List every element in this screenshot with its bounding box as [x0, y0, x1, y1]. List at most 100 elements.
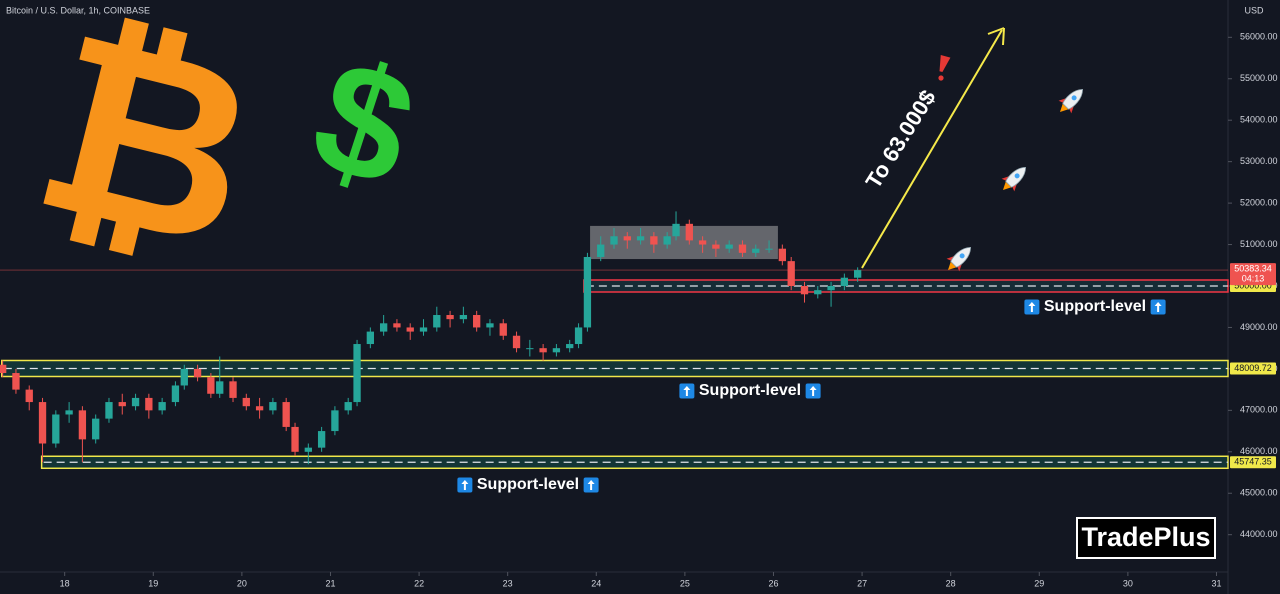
x-tick-label: 22 [414, 578, 424, 588]
candle-body [840, 277, 849, 286]
arrow-icon [679, 383, 695, 399]
candle-body [433, 315, 441, 328]
x-tick-label: 28 [946, 578, 956, 588]
target-arrow [861, 29, 1003, 269]
arrow-icon-glyph [809, 386, 817, 396]
candle-body [787, 261, 795, 286]
candle-body [698, 240, 707, 245]
candle-body [738, 244, 747, 253]
rocket-icon [1001, 166, 1027, 192]
level-price-label: 45747.35 [1234, 457, 1272, 467]
candle-body [65, 410, 73, 415]
candle-body [0, 364, 7, 374]
candle-body [344, 402, 352, 411]
candle-body [552, 348, 561, 353]
rocket-fins [1001, 175, 1018, 192]
y-tick-label: 46000.00 [1240, 446, 1278, 456]
rocket-window [1014, 173, 1020, 179]
chart-title: Bitcoin / U.S. Dollar, 1h, COINBASE [6, 5, 150, 15]
candle-body [180, 368, 188, 386]
candle-body [52, 414, 60, 444]
x-tick-label: 25 [680, 578, 690, 588]
candle-body [685, 223, 693, 241]
candle-body [419, 327, 428, 332]
candle-body [25, 389, 33, 403]
arrow-icon-glyph [1028, 302, 1036, 312]
candle-body [765, 248, 773, 250]
candle-body [269, 402, 277, 411]
rocket-window [1071, 95, 1077, 101]
candle-body [712, 244, 720, 249]
support-level-label: Support-level [477, 476, 579, 493]
candle-body [827, 286, 835, 291]
candle-body [597, 244, 605, 257]
candle-body [193, 368, 202, 378]
support-level-label: Support-level [1044, 298, 1146, 315]
support-level-label: Support-level [699, 382, 801, 399]
countdown-label: 04:13 [1242, 273, 1265, 283]
consolidation-box [590, 225, 778, 260]
level-price-tag [1230, 456, 1276, 469]
candle-body [78, 410, 87, 440]
arrow-icon-glyph [683, 386, 691, 396]
brand-label: TradePlus [1081, 522, 1210, 552]
candle-body [171, 385, 180, 403]
candle-body [38, 402, 47, 444]
y-tick-label: 44000.00 [1240, 529, 1278, 539]
x-tick-label: 20 [237, 578, 247, 588]
level-price-tag [1230, 362, 1276, 375]
candle-body [145, 397, 153, 411]
candle-body [512, 335, 521, 349]
last-price-label: 50383.34 [1234, 263, 1272, 273]
candle-body [317, 431, 326, 448]
x-tick-label: 27 [857, 578, 867, 588]
candle-body [583, 256, 592, 328]
y-tick-label: 56000.00 [1240, 32, 1278, 42]
x-tick-label: 24 [591, 578, 601, 588]
candle-body [663, 236, 671, 245]
candle-body [539, 348, 547, 353]
x-tick-label: 31 [1211, 578, 1221, 588]
rocket-fins [1058, 97, 1075, 114]
candle-body [282, 402, 290, 427]
y-tick-label: 55000.00 [1240, 73, 1278, 83]
x-tick-label: 19 [148, 578, 158, 588]
candle-body [446, 315, 454, 320]
rocket-fins [946, 255, 963, 272]
x-tick-label: 29 [1034, 578, 1044, 588]
candle-body [379, 323, 388, 332]
candle-body [216, 381, 224, 394]
y-tick-label: 53000.00 [1240, 156, 1278, 166]
candle-body [366, 331, 375, 345]
candle-body [566, 344, 574, 349]
candle-body [242, 397, 250, 407]
candle-body [105, 402, 113, 419]
candle-body [814, 290, 822, 295]
x-tick-label: 23 [503, 578, 513, 588]
candle-body [393, 323, 401, 328]
candle-body [636, 236, 645, 241]
y-tick-label: 54000.00 [1240, 115, 1278, 125]
candle-body [800, 286, 809, 295]
arrow-icon [583, 477, 599, 493]
arrow-icon [1024, 299, 1040, 315]
arrow-icon-glyph [587, 480, 595, 490]
candle-body [672, 223, 680, 237]
candle-body [853, 270, 862, 278]
currency-label: USD [1244, 5, 1264, 15]
target-arrow-head [987, 27, 1005, 46]
candle-body [207, 377, 215, 394]
candle-body [406, 327, 414, 332]
y-tick-label: 51000.00 [1240, 239, 1278, 249]
candle-body [12, 373, 20, 390]
x-tick-label: 26 [768, 578, 778, 588]
candle-body [499, 323, 507, 336]
level-price-label: 50000.00 [1234, 280, 1272, 290]
candle-body [229, 381, 237, 398]
candle-body [92, 418, 100, 440]
last-price-tag [1230, 263, 1276, 286]
candle-body [353, 344, 361, 403]
y-tick-label: 52000.00 [1240, 197, 1278, 207]
exclamation-icon [939, 55, 951, 73]
